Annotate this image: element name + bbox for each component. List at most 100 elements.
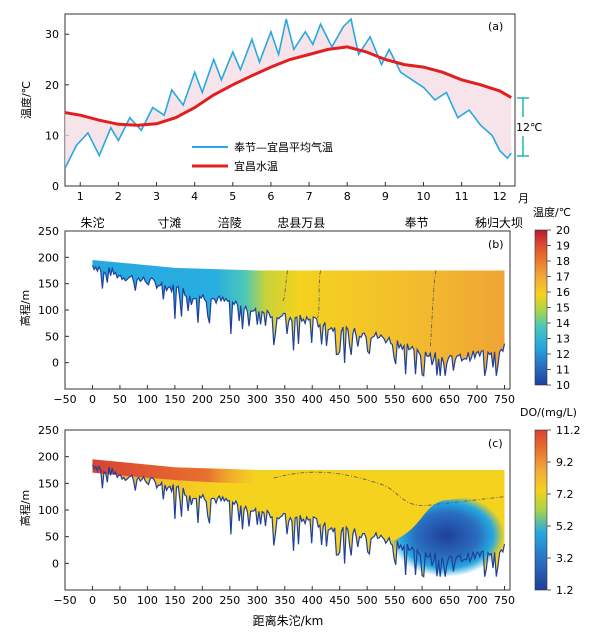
do-high-zone [92,459,258,484]
x-tick-label: 7 [306,190,313,203]
x-tick-label: 100 [137,594,158,607]
temperature-difference-shading [65,19,512,169]
y-tick-label: 0 [52,357,59,370]
x-tick-label: 500 [357,393,378,406]
y-tick-label: 250 [38,225,59,238]
x-tick-label: 1 [77,190,84,203]
x-tick-label: 450 [329,393,350,406]
y-tick-label: 20 [45,79,59,92]
y-tick-label: 100 [38,304,59,317]
panel-c-ylabel: 高程/m [18,490,32,526]
x-tick-label: 600 [412,393,433,406]
colorbar-tick-label: 17 [556,271,570,284]
x-tick-label: 700 [467,393,488,406]
temperature-colorbar-ticks: 10 11 12 13 14 15 16 17 18 19 20 [547,224,570,392]
legend-label-air: 奉节—宜昌平均气温 [234,140,333,154]
y-tick-label: 10 [45,129,59,142]
station-label: 秭归大坝 [475,216,523,230]
colorbar-tick-label: 10 [556,379,570,392]
x-tick-label: 350 [274,594,295,607]
x-tick-label: 50 [113,594,127,607]
panel-c: (c) 高程/m 距离朱沱/km −50 0 50 100 150 200 250 300 35… [18,406,581,628]
range-annotation: 12℃ [516,121,542,134]
contour-line [429,270,437,347]
x-tick-label: 400 [302,594,323,607]
panel-a-ylabel: 温度/℃ [19,81,33,119]
x-tick-label: 750 [494,393,515,406]
x-tick-label: 9 [382,190,389,203]
station-labels: 朱沱 寸滩 涪陵 忠县万县 奉节 秭归大坝 [80,215,523,230]
x-tick-label: 750 [494,594,515,607]
series-water-temperature-line [65,45,512,127]
y-tick-label: 50 [45,531,59,544]
panel-a-label: (a) [488,20,503,33]
range-bracket [517,97,529,157]
colorbar-tick-label: 16 [556,286,570,299]
x-tick-label: −50 [53,393,76,406]
colorbar-tick-label: 19 [556,240,570,253]
station-label: 涪陵 [218,215,242,230]
y-tick-label: 200 [38,451,59,464]
panel-a-frame [64,13,516,187]
riverbed-profile-c [91,464,506,578]
do-colorbar-ticks: 1.2 3.2 5.2 7.2 9.2 11.2 [547,424,581,597]
panel-b-ylabel: 高程/m [18,290,32,326]
panel-a-legend: 奉节—宜昌平均气温 宜昌水温 [192,140,333,173]
x-tick-label: 6 [267,190,274,203]
x-tick-label: 8 [344,190,351,203]
y-tick-label: 150 [38,278,59,291]
colorbar-tick-label: 11 [556,364,570,377]
x-tick-label: 450 [329,594,350,607]
temperature-contours [281,270,437,347]
colorbar-tick-label: 3.2 [556,552,574,565]
x-tick-label: 12 [493,190,507,203]
x-tick-label: 600 [412,594,433,607]
y-tick-label: 200 [38,251,59,264]
colorbar-tick-label: 12 [556,348,570,361]
colorbar-tick-label: 14 [556,317,570,330]
x-tick-label: 300 [247,594,268,607]
colorbar-tick-label: 13 [556,333,570,346]
temperature-colorbar-title: 温度/℃ [533,205,571,219]
x-tick-label: 200 [192,393,213,406]
legend-label-water: 宜昌水温 [234,159,278,173]
x-tick-label: 5 [229,190,236,203]
colorbar-tick-label: 20 [556,224,570,237]
colorbar-tick-label: 18 [556,255,570,268]
x-tick-label: 300 [247,393,268,406]
y-tick-label: 150 [38,477,59,490]
x-tick-label: 150 [164,393,185,406]
riverbed-profile [91,265,506,377]
colorbar-tick-label: 9.2 [556,456,574,469]
x-tick-label: 0 [89,393,96,406]
x-tick-label: 550 [384,594,405,607]
y-tick-label: 250 [38,424,59,437]
x-tick-label: 650 [439,393,460,406]
y-tick-label: 30 [45,28,59,41]
x-tick-label: 0 [89,594,96,607]
station-label: 忠县万县 [277,216,325,230]
panel-c-label: (c) [488,437,503,450]
x-tick-label: 10 [416,190,430,203]
x-tick-label: 500 [357,594,378,607]
colorbar-tick-label: 7.2 [556,488,574,501]
panel-c-xlabel: 距离朱沱/km [253,613,324,628]
y-tick-label: 0 [52,557,59,570]
temperature-section [92,260,505,376]
x-tick-label: 250 [219,393,240,406]
x-tick-label: 400 [302,393,323,406]
x-tick-label: 700 [467,594,488,607]
station-label: 奉节 [405,216,429,230]
colorbar-tick-label: 5.2 [556,520,574,533]
x-tick-label: 550 [384,393,405,406]
x-tick-label: 3 [153,190,160,203]
x-tick-label: 11 [455,190,469,203]
x-tick-label: 100 [137,393,158,406]
x-tick-label: 2 [115,190,122,203]
x-tick-label: 250 [219,594,240,607]
x-tick-label: 350 [274,393,295,406]
panel-b-label: (b) [488,238,504,251]
y-tick-label: 0 [52,180,59,193]
panel-b-ticks: −50 0 50 100 150 200 250 300 350 400 450 500 550 600 6… [38,225,515,406]
